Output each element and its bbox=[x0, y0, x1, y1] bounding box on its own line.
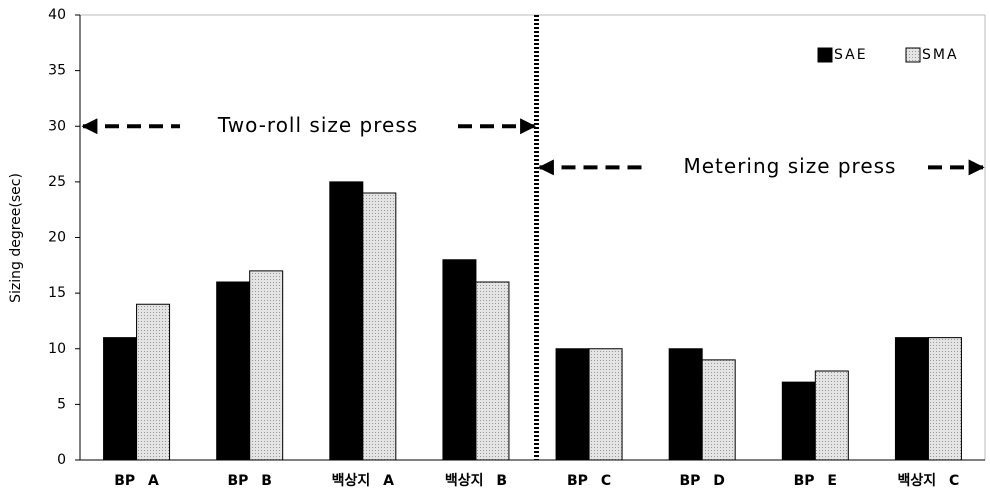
y-tick-label: 25 bbox=[48, 174, 66, 190]
bar bbox=[927, 337, 962, 461]
legend-label: SMA bbox=[922, 47, 959, 63]
bar bbox=[249, 270, 284, 461]
bar bbox=[701, 359, 736, 461]
x-tick-label: 백상지 B bbox=[445, 473, 507, 489]
x-tick-label: BP D bbox=[679, 473, 724, 489]
bar bbox=[103, 337, 138, 461]
y-tick-label: 10 bbox=[48, 341, 66, 357]
y-tick-label: 35 bbox=[48, 63, 66, 79]
bar bbox=[329, 181, 364, 461]
y-tick-label: 40 bbox=[48, 7, 66, 23]
bar bbox=[588, 348, 623, 461]
bar bbox=[442, 259, 477, 461]
y-tick-label: 30 bbox=[48, 118, 66, 134]
bar bbox=[894, 337, 929, 461]
bar bbox=[781, 381, 816, 461]
legend-swatch bbox=[817, 47, 833, 63]
x-tick-label: 백상지 A bbox=[332, 473, 395, 489]
y-tick-label: 20 bbox=[48, 230, 66, 246]
bar bbox=[814, 370, 849, 461]
bar bbox=[362, 192, 397, 461]
legend-label: SAE bbox=[834, 47, 868, 63]
bar bbox=[555, 348, 590, 461]
bar bbox=[475, 281, 510, 461]
annotation: Two-roll size press bbox=[217, 113, 418, 137]
plot-frame bbox=[79, 14, 986, 461]
annotation: Metering size press bbox=[684, 154, 897, 178]
y-tick-label: 0 bbox=[57, 452, 66, 468]
bar bbox=[136, 303, 171, 461]
bar bbox=[216, 281, 251, 461]
y-tick-label: 5 bbox=[57, 396, 66, 412]
x-tick-label: BP A bbox=[114, 473, 159, 489]
y-axis-label: Sizing degree(sec) bbox=[8, 173, 24, 303]
y-tick-label: 15 bbox=[48, 285, 66, 301]
x-tick-label: BP B bbox=[227, 473, 271, 489]
x-tick-label: BP C bbox=[567, 473, 611, 489]
bar bbox=[668, 348, 703, 461]
x-tick-label: 백상지 C bbox=[898, 473, 960, 489]
legend-swatch bbox=[905, 47, 921, 63]
x-tick-label: BP E bbox=[794, 473, 837, 489]
